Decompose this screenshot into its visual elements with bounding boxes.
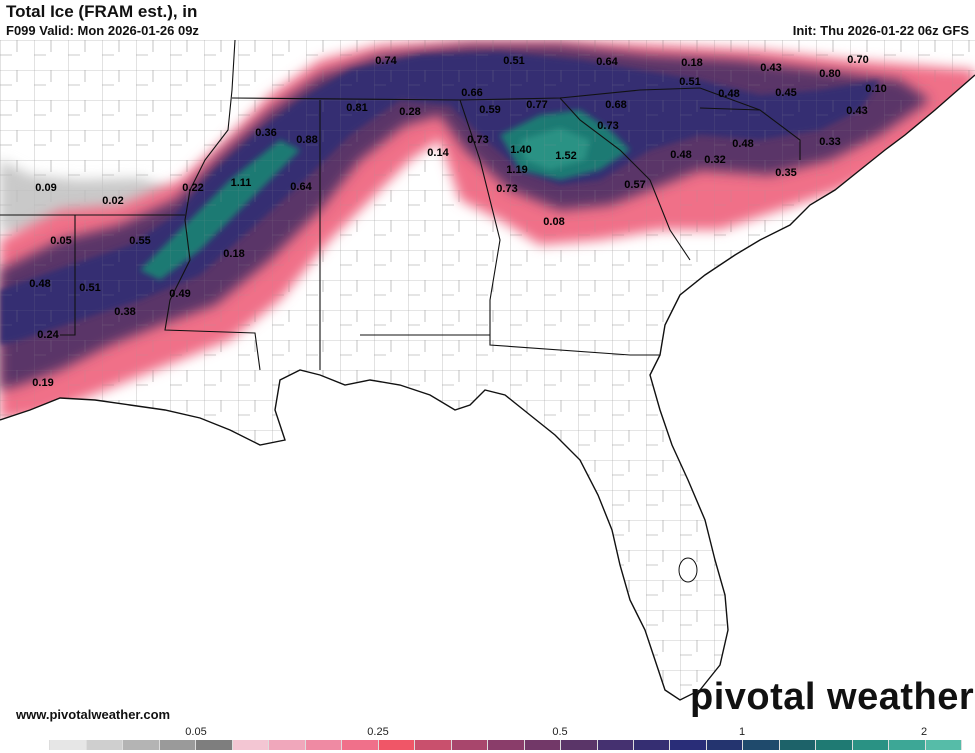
brand-logo: pivotal weather [690, 676, 975, 718]
ice-value-label: 0.48 [718, 88, 739, 100]
legend-swatch [232, 740, 270, 750]
ice-value-label: 0.68 [605, 99, 626, 111]
legend-swatch [633, 740, 671, 750]
ice-value-label: 0.74 [375, 55, 397, 67]
ice-value-label: 0.36 [255, 127, 276, 139]
ice-value-label: 0.77 [526, 99, 547, 111]
lake-okeechobee [678, 557, 698, 583]
legend-swatch [816, 740, 853, 750]
boundaries [0, 40, 975, 701]
ice-value-label: 0.73 [467, 134, 488, 146]
ice-value-label: 0.55 [129, 235, 150, 247]
legend-swatch [451, 740, 489, 750]
legend-swatch [305, 740, 343, 750]
legend-swatch [50, 740, 87, 750]
legend-swatch [670, 740, 707, 750]
site-url: www.pivotalweather.com [14, 707, 173, 722]
legend-swatch [14, 740, 51, 750]
ice-value-label: 0.80 [819, 68, 840, 80]
legend-ticks: 0.05 0.25 0.5 1 2 [0, 726, 975, 738]
ice-value-label: 0.09 [35, 182, 56, 194]
init-time: Init: Thu 2026-01-22 06z GFS [792, 23, 969, 38]
ice-value-label: 0.18 [223, 248, 244, 260]
ice-value-label: 0.51 [503, 55, 524, 67]
map-panel: 0.74 0.51 0.64 0.18 0.43 0.70 0.80 0.10 0.51 0.66… [0, 40, 975, 736]
legend-swatch [925, 740, 963, 750]
ice-value-label: 0.19 [32, 377, 53, 389]
ice-value-label: 0.22 [182, 182, 203, 194]
ice-value-label: 0.59 [479, 104, 500, 116]
ice-value-label: 0.64 [290, 181, 312, 193]
ice-value-label: 0.33 [819, 136, 840, 148]
legend-swatch [706, 740, 744, 750]
ice-value-label: 0.02 [102, 195, 123, 207]
ice-value-label: 0.38 [114, 306, 135, 318]
ice-value-label: 0.73 [496, 183, 517, 195]
legend-swatch [561, 740, 598, 750]
legend-swatch [852, 740, 890, 750]
ice-value-label: 0.32 [704, 154, 725, 166]
ice-value-label: 0.51 [79, 282, 100, 294]
ice-value-label: 1.52 [555, 150, 576, 162]
map-title: Total Ice (FRAM est.), in [6, 2, 198, 21]
legend-swatch [488, 740, 525, 750]
valid-time: F099 Valid: Mon 2026-01-26 09z [6, 23, 199, 38]
legend-swatch [889, 740, 926, 750]
legend-swatch [86, 740, 124, 750]
legend-swatch [378, 740, 416, 750]
ice-value-label: 0.05 [50, 235, 71, 247]
ice-value-label: 0.48 [29, 278, 50, 290]
ice-value-label: 0.43 [846, 105, 867, 117]
ice-value-label: 0.48 [732, 138, 753, 150]
legend-swatch [123, 740, 160, 750]
legend-tick: 0.5 [552, 726, 568, 738]
ice-value-label: 0.49 [169, 288, 190, 300]
legend-swatch [415, 740, 452, 750]
legend-swatch [743, 740, 780, 750]
ice-value-label: 0.64 [596, 56, 618, 68]
ice-value-label: 1.11 [231, 177, 252, 189]
legend-tick: 1 [738, 726, 746, 738]
value-labels: 0.74 0.51 0.64 0.18 0.43 0.70 0.80 0.10 0.51 0.66… [29, 54, 886, 389]
ice-value-label: 0.88 [296, 134, 317, 146]
ice-value-label: 0.14 [427, 147, 449, 159]
legend-swatch [269, 740, 306, 750]
ice-value-label: 0.08 [543, 216, 564, 228]
ice-value-label: 0.10 [865, 83, 886, 95]
legend-swatch [159, 740, 197, 750]
ice-value-label: 0.24 [37, 329, 59, 341]
ice-value-label: 1.19 [506, 164, 527, 176]
ice-value-label: 0.70 [847, 54, 868, 66]
ice-value-label: 0.45 [775, 87, 796, 99]
ice-value-label: 1.40 [510, 144, 531, 156]
legend-tick: 0.05 [185, 726, 207, 738]
legend-tick: 2 [920, 726, 928, 738]
legend-swatch [524, 740, 562, 750]
legend-tick: 0.25 [367, 726, 389, 738]
ice-value-label: 0.48 [670, 149, 691, 161]
ice-value-label: 0.43 [760, 62, 781, 74]
ice-value-label: 0.66 [461, 87, 482, 99]
ice-value-label: 0.73 [597, 120, 618, 132]
ice-value-label: 0.81 [346, 102, 367, 114]
ice-value-label: 0.28 [399, 106, 420, 118]
ice-value-label: 0.35 [775, 167, 796, 179]
ice-map: 0.74 0.51 0.64 0.18 0.43 0.70 0.80 0.10 0.51 0.66… [0, 40, 975, 701]
legend-swatch [196, 740, 233, 750]
ice-value-label: 0.57 [624, 179, 645, 191]
legend-swatch [779, 740, 817, 750]
legend-swatch [597, 740, 634, 750]
legend-swatch [342, 740, 379, 750]
ice-value-label: 0.18 [681, 57, 702, 69]
legend-colorbar [14, 740, 963, 750]
ice-value-label: 0.51 [679, 76, 700, 88]
